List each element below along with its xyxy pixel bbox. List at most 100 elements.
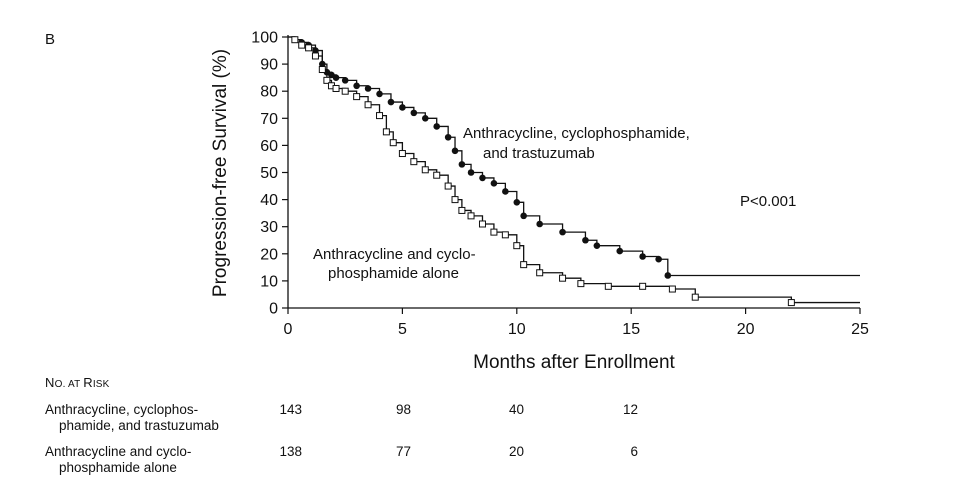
censor-marker-alone (353, 93, 361, 101)
series-label-alone-line1: Anthracycline and cyclo- (313, 246, 476, 263)
censor-marker-alone (604, 282, 612, 290)
censor-marker-trastuzumab (536, 220, 543, 228)
curves (288, 36, 860, 307)
censor-marker-trastuzumab (376, 90, 383, 98)
censor-marker-alone (433, 171, 441, 179)
censor-marker-alone (451, 196, 459, 204)
censor-marker-alone (467, 212, 475, 220)
censor-marker-alone (298, 41, 306, 49)
censor-marker-trastuzumab (513, 199, 521, 206)
risk-count: 138 (279, 444, 302, 459)
censor-marker-trastuzumab (593, 242, 601, 249)
censor-marker-trastuzumab (458, 161, 466, 168)
axes: 0 10 20 30 40 50 60 70 80 90 100 0 5 10 15 20 25 (251, 30, 869, 339)
x-tick-label: 25 (851, 321, 869, 338)
censor-marker-alone (501, 231, 509, 239)
x-tick-label: 10 (508, 321, 526, 338)
series-label-trastuzumab-line2: and trastuzumab (483, 145, 595, 162)
censor-marker-alone (323, 76, 331, 84)
censor-marker-alone (410, 158, 418, 166)
censor-marker-alone (398, 150, 406, 158)
censor-marker-trastuzumab (479, 174, 486, 182)
censor-marker-alone (444, 182, 452, 190)
y-tick-label: 50 (260, 165, 278, 182)
censor-marker-trastuzumab (433, 123, 441, 130)
x-tick-label: 20 (737, 321, 755, 338)
censor-marker-trastuzumab (410, 109, 418, 117)
censor-marker-alone (577, 280, 585, 288)
censor-marker-trastuzumab (364, 85, 372, 92)
censor-marker-trastuzumab (616, 247, 624, 255)
censor-marker-trastuzumab (639, 253, 646, 260)
risk-count: 98 (395, 402, 411, 417)
risk-row-label-trastuzumab: Anthracycline, cyclophos- phamide, and t… (45, 402, 219, 433)
censor-marker-trastuzumab (655, 255, 662, 263)
censor-marker-alone (291, 36, 299, 44)
censor-marker-alone (458, 206, 466, 214)
censor-marker-alone (376, 112, 384, 120)
censor-marker-trastuzumab (582, 236, 589, 244)
risk-count: 6 (630, 444, 638, 459)
x-tick-label: 5 (398, 321, 407, 338)
y-tick-label: 100 (251, 30, 278, 47)
risk-count: 12 (622, 402, 638, 417)
censor-marker-alone (536, 269, 544, 277)
censor-marker-trastuzumab (444, 133, 452, 141)
y-tick-label: 20 (260, 246, 278, 263)
censor-marker-alone (639, 282, 647, 290)
censor-marker-trastuzumab (467, 169, 475, 176)
y-tick-label: 80 (260, 84, 278, 101)
censor-marker-alone (421, 166, 429, 174)
survival-chart: B 0 10 20 30 40 50 60 70 80 90 100 0 5 10 15 20 25 Progr… (45, 30, 869, 371)
censor-marker-alone (478, 220, 486, 228)
trastuzumab-survival-line (288, 36, 860, 277)
censor-marker-trastuzumab (490, 180, 498, 187)
y-tick-label: 10 (260, 273, 278, 290)
risk-table-header: NO. AT RISK (45, 375, 110, 390)
censor-marker-trastuzumab (387, 98, 395, 106)
series-label-trastuzumab-line1: Anthracycline, cyclophosphamide, (463, 125, 690, 142)
censor-marker-alone (691, 293, 699, 301)
censor-marker-trastuzumab (664, 272, 672, 279)
y-tick-label: 30 (260, 219, 278, 236)
x-axis-label: Months after Enrollment (473, 352, 675, 370)
censor-marker-alone (311, 52, 319, 60)
censor-marker-trastuzumab (421, 115, 429, 122)
y-tick-label: 40 (260, 192, 278, 209)
censor-marker-trastuzumab (559, 228, 566, 236)
risk-count: 40 (508, 402, 524, 417)
risk-count: 77 (395, 444, 411, 459)
y-tick-label: 60 (260, 138, 278, 155)
risk-row-label-alone: Anthracycline and cyclo- phosphamide alo… (45, 444, 192, 475)
x-tick-label: 0 (284, 321, 293, 338)
censor-marker-trastuzumab (353, 82, 360, 90)
censor-marker-alone (668, 285, 676, 293)
y-axis-label: Progression-free Survival (%) (210, 49, 231, 297)
p-value-annotation: P<0.001 (740, 193, 796, 210)
x-tick-label: 15 (622, 321, 640, 338)
censor-marker-alone (520, 261, 528, 269)
censor-marker-trastuzumab (520, 212, 527, 220)
risk-count: 20 (508, 444, 524, 459)
censor-marker-alone (513, 242, 521, 250)
censor-marker-alone (305, 44, 313, 52)
y-tick-label: 70 (260, 111, 278, 128)
panel-label: B (45, 31, 55, 48)
series-label-alone-line2: phosphamide alone (328, 265, 459, 282)
censor-marker-trastuzumab (341, 77, 349, 84)
censor-marker-alone (332, 84, 340, 92)
censor-marker-trastuzumab (451, 147, 459, 155)
alone-survival-line (288, 36, 860, 304)
censor-marker-alone (341, 87, 349, 95)
censor-marker-alone (364, 101, 372, 109)
risk-count: 143 (279, 402, 302, 417)
censor-marker-alone (318, 66, 326, 74)
censor-marker-alone (490, 228, 498, 236)
censor-marker-alone (382, 128, 390, 136)
censor-marker-alone (787, 299, 795, 307)
censor-marker-alone (559, 274, 567, 282)
censor-marker-trastuzumab (332, 74, 340, 81)
censor-marker-trastuzumab (502, 188, 509, 195)
y-tick-label: 0 (269, 301, 278, 318)
censor-marker-trastuzumab (399, 104, 406, 111)
